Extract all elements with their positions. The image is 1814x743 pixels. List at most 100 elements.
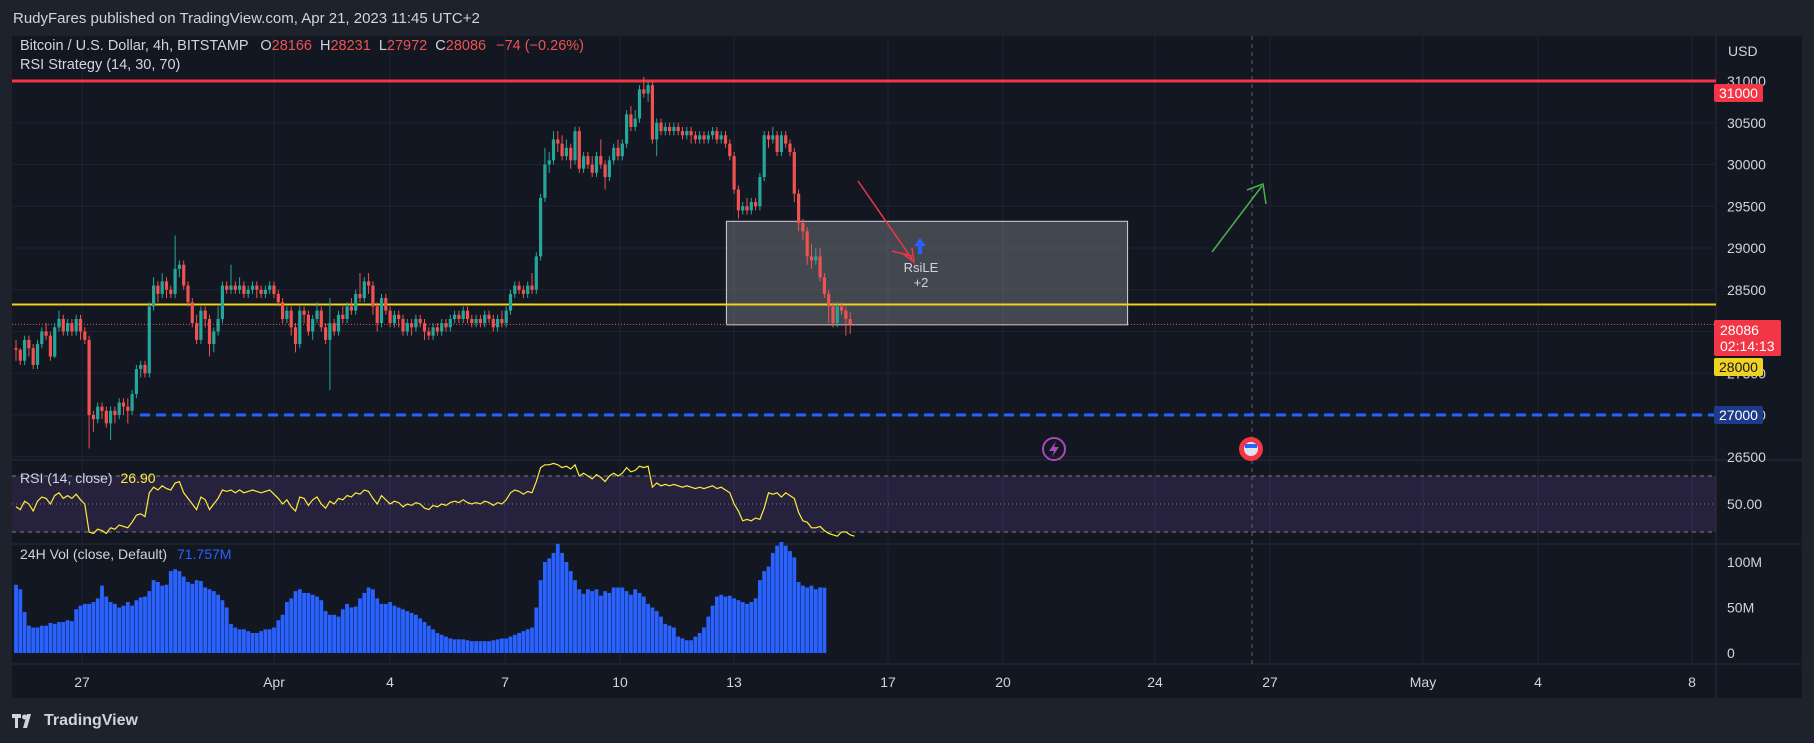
candle-body bbox=[186, 285, 190, 303]
volume-bar bbox=[91, 602, 96, 653]
candle-body bbox=[225, 285, 229, 290]
candle-body bbox=[27, 339, 31, 349]
candle-body bbox=[496, 318, 500, 328]
rsi-line[interactable] bbox=[15, 462, 855, 537]
footer-brand[interactable]: TradingView bbox=[44, 712, 138, 729]
volume-bar bbox=[487, 641, 491, 653]
candle-body bbox=[762, 135, 766, 178]
candle-body bbox=[655, 122, 659, 140]
green-projection-arrow[interactable] bbox=[1211, 185, 1263, 253]
volume-bar bbox=[87, 603, 91, 653]
candle-body bbox=[784, 135, 788, 144]
candle-body bbox=[573, 131, 577, 161]
candle-body bbox=[650, 85, 654, 140]
volume-legend[interactable]: 24H Vol (close, Default) 71.757M bbox=[20, 546, 232, 562]
time-axis-label: 24 bbox=[1147, 674, 1163, 690]
volume-bar bbox=[379, 603, 384, 653]
volume-bar bbox=[48, 622, 53, 653]
lightning-event-icon[interactable] bbox=[1042, 437, 1066, 461]
volume-bar bbox=[199, 581, 203, 653]
candle-body bbox=[659, 122, 663, 132]
volume-bar bbox=[280, 614, 285, 653]
candle-body bbox=[530, 285, 534, 290]
volume-bar bbox=[624, 591, 629, 653]
candle-body bbox=[57, 318, 61, 328]
red-trend-arrow[interactable] bbox=[857, 180, 913, 260]
volume-bar bbox=[418, 618, 423, 653]
candle-body bbox=[491, 318, 495, 328]
volume-bar bbox=[508, 636, 513, 653]
volume-bar bbox=[500, 638, 504, 653]
candle-body bbox=[723, 135, 728, 144]
long-entry-arrow-icon[interactable] bbox=[914, 238, 926, 254]
candle-body bbox=[633, 118, 637, 127]
chart-canvas[interactable]: 27 Apr 4 7 10 13 17 20 24 27 May 4 8 31000 30500 30000 2… bbox=[0, 36, 1814, 698]
candle-body bbox=[771, 135, 775, 140]
candle-body bbox=[139, 364, 143, 370]
candle-body bbox=[564, 147, 568, 157]
volume-bar bbox=[100, 585, 104, 653]
candle-body bbox=[388, 310, 392, 324]
candle-body bbox=[143, 364, 147, 374]
candle-body bbox=[207, 318, 212, 345]
volume-bar bbox=[328, 614, 332, 653]
volume-bar bbox=[44, 625, 48, 653]
candle-body bbox=[741, 206, 745, 211]
volume-bar bbox=[74, 609, 79, 653]
candle-body bbox=[233, 285, 237, 290]
volume-bar bbox=[349, 607, 354, 653]
volume-bar bbox=[190, 583, 195, 653]
signal-qty: +2 bbox=[914, 275, 929, 290]
candle-body bbox=[844, 310, 848, 319]
candle-body bbox=[440, 323, 444, 332]
candle-body bbox=[474, 318, 478, 324]
candle-body bbox=[375, 306, 379, 324]
candle-body bbox=[121, 402, 126, 407]
ohlc-low: L27972 bbox=[378, 38, 428, 54]
candle-body bbox=[435, 327, 439, 332]
volume-bar bbox=[35, 627, 40, 653]
volume-bar bbox=[211, 591, 216, 653]
candle-body bbox=[358, 293, 362, 299]
candle-body bbox=[35, 344, 40, 365]
currency-label[interactable]: USD bbox=[1728, 43, 1758, 59]
volume-bar bbox=[749, 602, 754, 653]
volume-bar bbox=[796, 582, 801, 653]
volume-bar bbox=[194, 580, 199, 653]
volume-bar bbox=[770, 552, 775, 653]
volume-bar bbox=[401, 609, 405, 653]
volume-bar bbox=[697, 632, 702, 653]
candle-body bbox=[324, 327, 328, 340]
candle-body bbox=[87, 339, 91, 415]
volume-bar bbox=[534, 607, 539, 653]
candle-body bbox=[788, 143, 792, 152]
volume-bar bbox=[414, 614, 418, 653]
volume-bar bbox=[564, 562, 569, 653]
rsi-tick-label: 50.00 bbox=[1727, 496, 1762, 512]
candle-body bbox=[848, 318, 852, 325]
candle-body bbox=[195, 323, 199, 340]
candle-body bbox=[272, 285, 276, 294]
candle-body bbox=[169, 289, 173, 294]
time-axis-label: 4 bbox=[1534, 674, 1542, 690]
volume-bar bbox=[620, 587, 625, 653]
candle-body bbox=[517, 285, 521, 290]
symbol-name[interactable]: Bitcoin / U.S. Dollar, 4h, BITSTAMP bbox=[20, 38, 249, 54]
flag-stripe bbox=[1245, 444, 1257, 448]
candle-body bbox=[835, 306, 839, 324]
strategy-legend[interactable]: RSI Strategy (14, 30, 70) bbox=[20, 57, 181, 73]
candle-body bbox=[298, 310, 302, 345]
volume-bar bbox=[792, 557, 797, 653]
candle-body bbox=[818, 256, 822, 278]
target-zone-rect[interactable] bbox=[725, 220, 1129, 326]
rsi-legend[interactable]: RSI (14, close) 26.90 bbox=[20, 470, 156, 486]
candle-body bbox=[590, 164, 594, 173]
volume-tick-label: 0 bbox=[1727, 645, 1735, 661]
candle-body bbox=[306, 314, 310, 332]
volume-bar bbox=[659, 616, 663, 653]
volume-bar bbox=[366, 587, 371, 653]
volume-bar bbox=[521, 631, 526, 653]
signal-label: RsiLE bbox=[904, 260, 939, 275]
candle-body bbox=[349, 306, 353, 311]
volume-bar bbox=[237, 629, 242, 653]
